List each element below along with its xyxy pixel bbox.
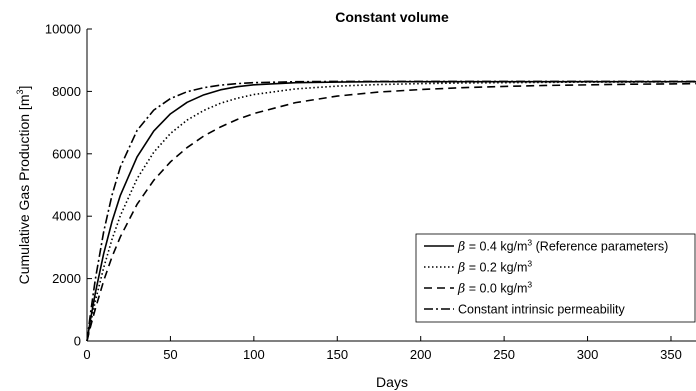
y-axis-label: Cumulative Gas Production [m3] [15, 86, 32, 285]
chart-title: Constant volume [335, 9, 449, 25]
y-axis-label-end: ] [16, 86, 32, 90]
y-tick-label: 4000 [52, 209, 81, 224]
y-tick-label: 2000 [52, 271, 81, 286]
legend-beta-symbol: β [457, 260, 465, 275]
x-tick-label: 250 [493, 347, 515, 362]
legend-label-text: = 0.0 kg/m [465, 282, 527, 296]
x-tick-label: 150 [326, 347, 348, 362]
legend-label-superscript: 3 [527, 280, 532, 290]
y-axis: 0 2000 4000 6000 8000 10000 [45, 22, 92, 349]
y-tick-label: 8000 [52, 84, 81, 99]
legend-label-tail: (Reference parameters) [532, 240, 668, 254]
legend-label-1: β = 0.4 kg/m3 (Reference parameters) [457, 238, 668, 254]
x-tick-label: 300 [577, 347, 599, 362]
x-tick-label: 0 [83, 347, 90, 362]
series-lines [86, 80, 696, 342]
legend-label-text: Constant intrinsic permeability [458, 303, 625, 317]
y-tick-label: 0 [74, 334, 81, 349]
legend-beta-symbol: β [457, 281, 465, 296]
x-axis-label: Days [376, 374, 408, 390]
x-tick-label: 50 [163, 347, 177, 362]
legend-label-text: = 0.4 kg/m [465, 240, 527, 254]
y-axis-label-superscript: 3 [15, 90, 25, 95]
plot-area [86, 29, 696, 342]
legend: β = 0.4 kg/m3 (Reference parameters)β = … [415, 233, 696, 323]
series-line-2 [86, 81, 696, 342]
y-tick-label: 6000 [52, 146, 81, 161]
legend-label-text: = 0.2 kg/m [465, 261, 527, 275]
legend-label-superscript: 3 [527, 259, 532, 269]
legend-label-4: Constant intrinsic permeability [458, 303, 625, 317]
legend-box [415, 233, 696, 323]
x-tick-label: 100 [243, 347, 265, 362]
x-tick-label: 200 [410, 347, 432, 362]
legend-label-superscript: 3 [527, 238, 532, 248]
y-axis-label-main: Cumulative Gas Production [m [16, 95, 32, 285]
legend-label-2: β = 0.2 kg/m3 [457, 259, 532, 275]
y-tick-label: 10000 [45, 22, 81, 37]
x-axis: 0 50 100 150 200 250 300 350 [83, 336, 682, 362]
series-line-3 [86, 82, 696, 342]
x-tick-label: 350 [660, 347, 682, 362]
legend-beta-symbol: β [457, 239, 465, 254]
series-line-4 [86, 80, 696, 342]
legend-label-3: β = 0.0 kg/m3 [457, 280, 532, 296]
